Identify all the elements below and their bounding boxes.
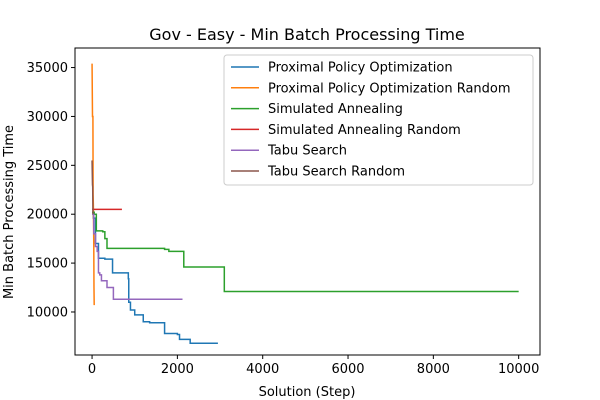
- y-tick-label-3: 25000: [27, 159, 68, 174]
- x-tick-label-5: 10000: [498, 362, 539, 377]
- legend-label-5: Tabu Search Random: [267, 165, 405, 180]
- x-axis-label: Solution (Step): [259, 385, 356, 400]
- series-line-4: [92, 213, 183, 301]
- x-tick-label-3: 6000: [331, 362, 364, 377]
- plot-frame: [74, 47, 541, 356]
- legend: Proximal Policy Optimization Proximal Pol…: [223, 54, 534, 186]
- x-tick-label-1: 2000: [161, 362, 194, 377]
- y-ticks: 10000 15000 20000 25000 30000 35000: [27, 61, 75, 320]
- y-axis-label: Min Batch Processing Time: [2, 125, 17, 299]
- x-tick-label-4: 8000: [417, 362, 450, 377]
- legend-box: [223, 54, 534, 186]
- y-tick-label-0: 10000: [27, 305, 68, 320]
- legend-label-3: Simulated Annealing Random: [268, 123, 461, 138]
- series-line-2: [92, 211, 519, 293]
- series-line-0: [92, 211, 218, 345]
- legend-label-2: Simulated Annealing: [268, 102, 403, 117]
- chart-title: Gov - Easy - Min Batch Processing Time: [149, 25, 465, 44]
- y-tick-label-5: 35000: [27, 61, 68, 76]
- legend-label-0: Proximal Policy Optimization: [268, 61, 453, 76]
- y-tick-label-1: 15000: [27, 257, 68, 272]
- y-tick-label-2: 20000: [27, 208, 68, 223]
- plot-lines: [91, 63, 519, 345]
- y-tick-label-4: 30000: [27, 110, 68, 125]
- x-tick-label-2: 4000: [246, 362, 279, 377]
- series-line-5: [91, 160, 94, 215]
- legend-label-4: Tabu Search: [267, 144, 347, 159]
- x-ticks: 0 2000 4000 6000 8000 10000: [88, 355, 539, 377]
- x-tick-label-0: 0: [88, 362, 96, 377]
- legend-label-1: Proximal Policy Optimization Random: [268, 81, 511, 96]
